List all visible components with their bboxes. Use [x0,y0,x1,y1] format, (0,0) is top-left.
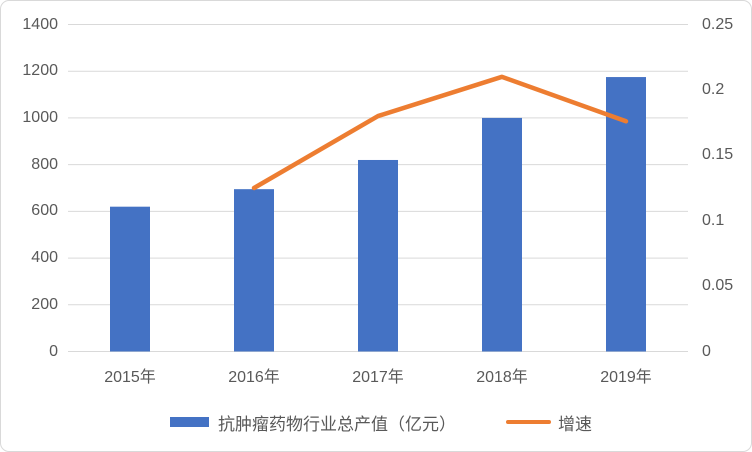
bar-2015年 [110,206,150,352]
y-axis-left-tick-label: 400 [31,249,58,267]
x-axis-label-2018年: 2018年 [476,369,528,386]
y-axis-right-tick-label: 0.25 [702,15,734,33]
y-axis-left-tick-label: 200 [31,295,58,313]
legend-item-line-series: 增速 [506,411,592,434]
y-axis-left-tick-label: 600 [31,202,58,220]
y-axis-right-tick-label: 0.1 [702,211,725,229]
y-axis-left-tick-label: 0 [49,342,58,360]
x-axis-label-2016年: 2016年 [228,369,280,386]
y-axis-left-tick-label: 1000 [22,108,58,126]
y-axis-right-tick-label: 0.05 [702,277,734,295]
growth-line [251,74,629,191]
legend-line-label: 增速 [558,414,592,434]
legend-bar-label: 抗肿瘤药物行业总产值（亿元） [218,414,456,434]
y-axis-left-tick-label: 1400 [22,15,58,33]
x-axis-label-2015年: 2015年 [104,369,156,386]
y-axis-right-tick-label: 0 [702,342,711,360]
bar-2018年 [482,117,522,352]
y-axis-left-tick-label: 800 [31,155,58,173]
x-axis-label-2019年: 2019年 [600,369,652,386]
legend-item-bar-series: 抗肿瘤药物行业总产值（亿元） [170,411,456,434]
bar-2016年 [234,189,274,352]
x-axis-label-2017年: 2017年 [352,369,404,386]
bar-2017年 [358,159,398,352]
y-axis-right-tick-label: 0.2 [702,80,725,98]
y-axis-right-tick-label: 0.15 [702,146,734,164]
legend-bar-swatch [170,417,209,427]
y-axis-left-tick-label: 1200 [22,62,58,80]
legend-line-swatch [506,419,551,425]
